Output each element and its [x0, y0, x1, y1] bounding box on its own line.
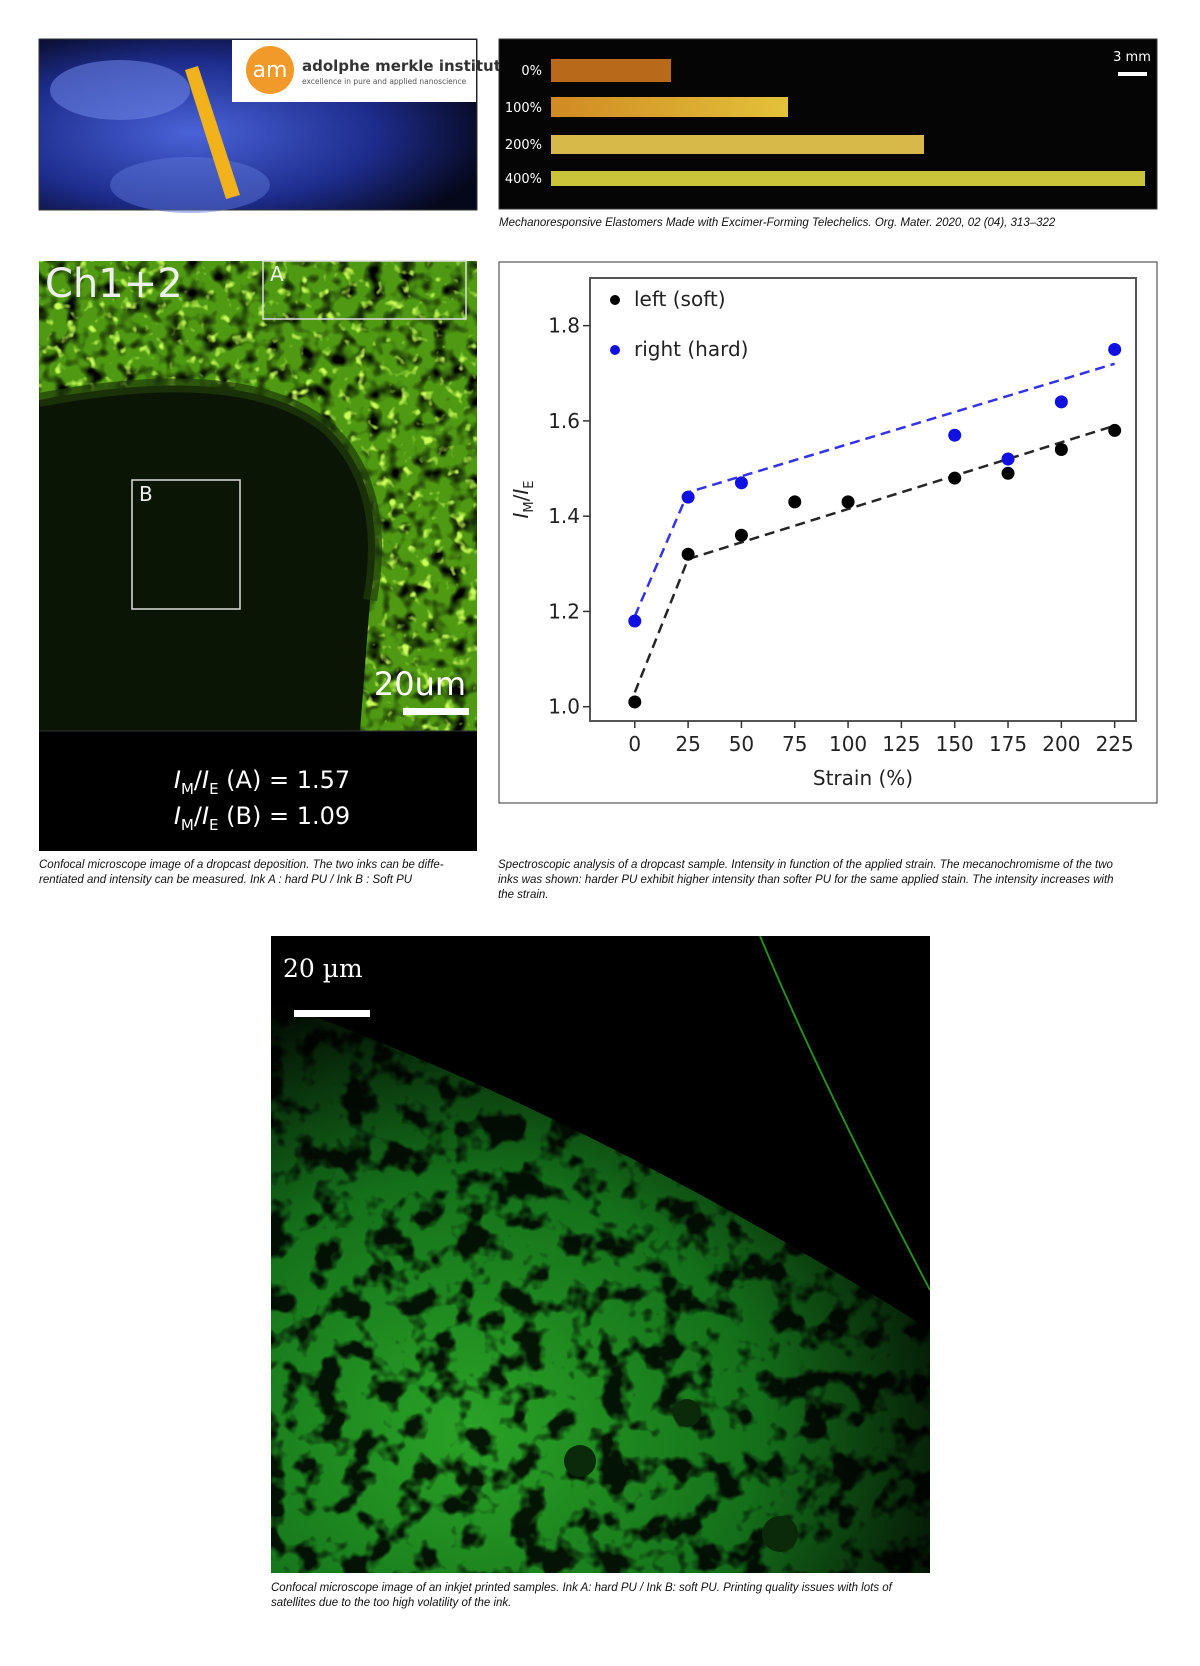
point: [1108, 423, 1122, 437]
strain-label: 100%: [505, 101, 542, 116]
strain-label: 0%: [521, 64, 542, 79]
y-axis-label: IM/IE: [509, 481, 537, 519]
svg-text:am: am: [253, 58, 288, 83]
ratio-part: M: [181, 780, 194, 798]
x-axis-label: Strain (%): [813, 766, 913, 790]
caption: Spectroscopic analysis of a dropcast sam…: [498, 859, 1114, 871]
microscope-inkjet: 20 µm: [271, 936, 930, 1573]
point: [948, 428, 962, 442]
point: [681, 490, 695, 504]
ratio-part: M: [181, 816, 194, 834]
ratio-part: I: [174, 802, 181, 830]
legend-label: right (hard): [634, 337, 748, 361]
x-tick-label: 100: [829, 732, 867, 756]
y-label-part: /: [509, 494, 533, 501]
box-label: A: [270, 262, 284, 286]
legend-marker: [610, 345, 620, 355]
ratio-part: I: [174, 766, 181, 794]
photo-hand: am adolphe merkle institute excellence i…: [38, 38, 511, 213]
point: [628, 695, 642, 709]
y-label-part: E: [522, 481, 537, 489]
x-tick-label: 0: [628, 732, 641, 756]
point: [841, 495, 855, 509]
chart: 1.0 1.2 1.4 1.6 1.8 0 25 50 75 100 125 150 175 200 225…: [509, 277, 1137, 790]
y-tick-label: 1.8: [548, 314, 580, 338]
caption: rentiated and intensity can be measured.…: [39, 874, 413, 886]
ratio-part: (A) = 1.57: [219, 766, 351, 794]
x-tick-label: 200: [1042, 732, 1080, 756]
ratio-part: E: [209, 780, 218, 798]
point: [681, 547, 695, 561]
point: [628, 614, 642, 628]
strain-label: 200%: [505, 138, 542, 153]
point: [1001, 452, 1015, 466]
caption: Mechanoresponsive Elastomers Made with E…: [499, 217, 1056, 229]
x-tick-label: 75: [782, 732, 807, 756]
fit-line: [633, 424, 1116, 693]
point: [734, 528, 748, 542]
ratio-part: I: [202, 802, 209, 830]
ratio-part: /: [194, 766, 203, 794]
logo-tagline: excellence in pure and applied nanoscien…: [302, 77, 467, 86]
caption: Confocal microscope image of an inkjet p…: [271, 1582, 894, 1594]
y-tick-label: 1.2: [548, 599, 580, 623]
point: [1001, 466, 1015, 480]
point: [948, 471, 962, 485]
legend-marker: [610, 295, 620, 305]
point: [1108, 342, 1122, 356]
caption: satellites due to the too high volatilit…: [271, 1597, 511, 1609]
x-tick-label: 150: [936, 732, 974, 756]
ratio-part: I: [202, 766, 209, 794]
logo-name: adolphe merkle institute: [302, 57, 511, 75]
x-tick-label: 25: [675, 732, 700, 756]
x-tick-label: 50: [729, 732, 754, 756]
photo-strips: 0% 100% 200% 400% 3 mm: [498, 38, 1158, 210]
y-label-part: M: [522, 501, 537, 512]
y-tick-label: 1.6: [548, 409, 580, 433]
point: [1054, 442, 1068, 456]
strain-label: 400%: [505, 172, 542, 187]
x-tick-label: 125: [882, 732, 920, 756]
box-label: B: [139, 482, 153, 506]
y-label-part: I: [509, 513, 533, 519]
y-tick-label: 1.0: [548, 695, 580, 719]
x-tick-label: 225: [1096, 732, 1134, 756]
point: [1054, 395, 1068, 409]
ratio-b: IM/IE (B) = 1.09: [174, 802, 350, 834]
caption: inks was shown: harder PU exhibit higher…: [498, 874, 1114, 886]
point: [788, 495, 802, 509]
microscope-dropcast: Ch1+2 A B 20um IM/IE (A) = 1.57 IM/IE (B…: [39, 260, 477, 851]
caption: Confocal microscope image of a dropcast …: [39, 859, 444, 871]
caption: the strain.: [498, 889, 549, 901]
scale-label: 20um: [374, 665, 466, 703]
chart-frame: [498, 261, 1158, 804]
channel-label: Ch1+2: [45, 261, 183, 307]
scale-label: 20 µm: [283, 954, 363, 983]
y-tick-label: 1.4: [548, 504, 580, 528]
ratio-part: /: [194, 802, 203, 830]
scale-label: 3 mm: [1113, 50, 1151, 65]
point: [734, 476, 748, 490]
ratio-a: IM/IE (A) = 1.57: [174, 766, 350, 798]
y-label-part: I: [509, 489, 533, 495]
legend-label: left (soft): [634, 287, 726, 311]
plot-area: [589, 277, 1137, 722]
ratio-part: (B) = 1.09: [219, 802, 351, 830]
x-tick-label: 175: [989, 732, 1027, 756]
ratio-part: E: [209, 816, 218, 834]
